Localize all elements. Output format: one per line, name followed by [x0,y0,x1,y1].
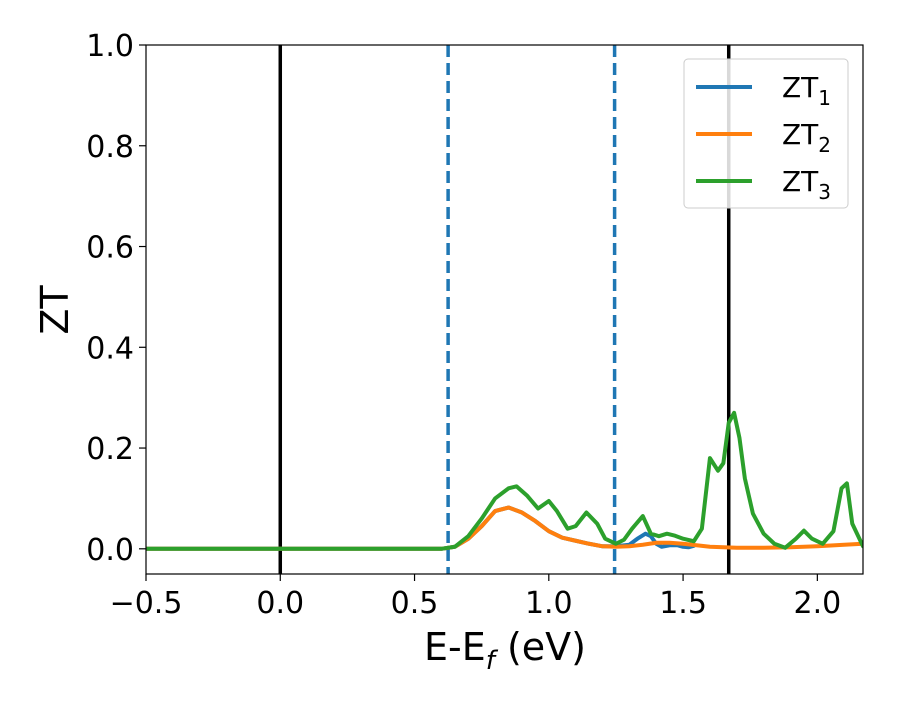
series-line-zt2 [146,505,863,551]
y-tick-label: 0.0 [86,533,134,568]
x-tick-label: 2.0 [793,586,841,621]
x-axis-label: E-Ef (eV) [424,625,586,676]
legend-label-zt3: ZT3 [782,165,831,204]
legend-label-zt2: ZT2 [782,118,831,157]
legend-items: ZT1 ZT2 ZT3 [696,71,831,204]
x-axis-ticks: −0.5 0.0 0.5 1.0 1.5 2.0 [110,574,841,621]
x-tick-label: 0.0 [256,586,304,621]
y-tick-label: 0.6 [86,231,134,266]
y-axis-label: ZT [33,285,77,335]
x-tick-label: −0.5 [110,586,183,621]
x-tick-label: 1.0 [525,586,573,621]
y-tick-label: 0.8 [86,130,134,165]
series-lines [146,410,863,551]
x-axis-label-main: E-E [424,625,486,669]
reference-lines [278,45,731,574]
plot-frame [145,44,864,575]
x-tick-label: 0.5 [391,586,439,621]
y-tick-label: 0.4 [86,331,134,366]
y-tick-label: 0.2 [86,432,134,467]
series-line-zt3 [146,410,863,551]
legend-label-zt1: ZT1 [782,71,831,110]
y-tick-label: 1.0 [86,29,134,64]
x-tick-label: 1.5 [659,586,707,621]
y-axis-ticks: 0.0 0.2 0.4 0.6 0.8 1.0 [86,29,146,568]
x-axis-label-suffix: (eV) [495,625,586,669]
legend: ZT1 ZT2 ZT3 [683,58,849,209]
legend-box [683,58,849,209]
